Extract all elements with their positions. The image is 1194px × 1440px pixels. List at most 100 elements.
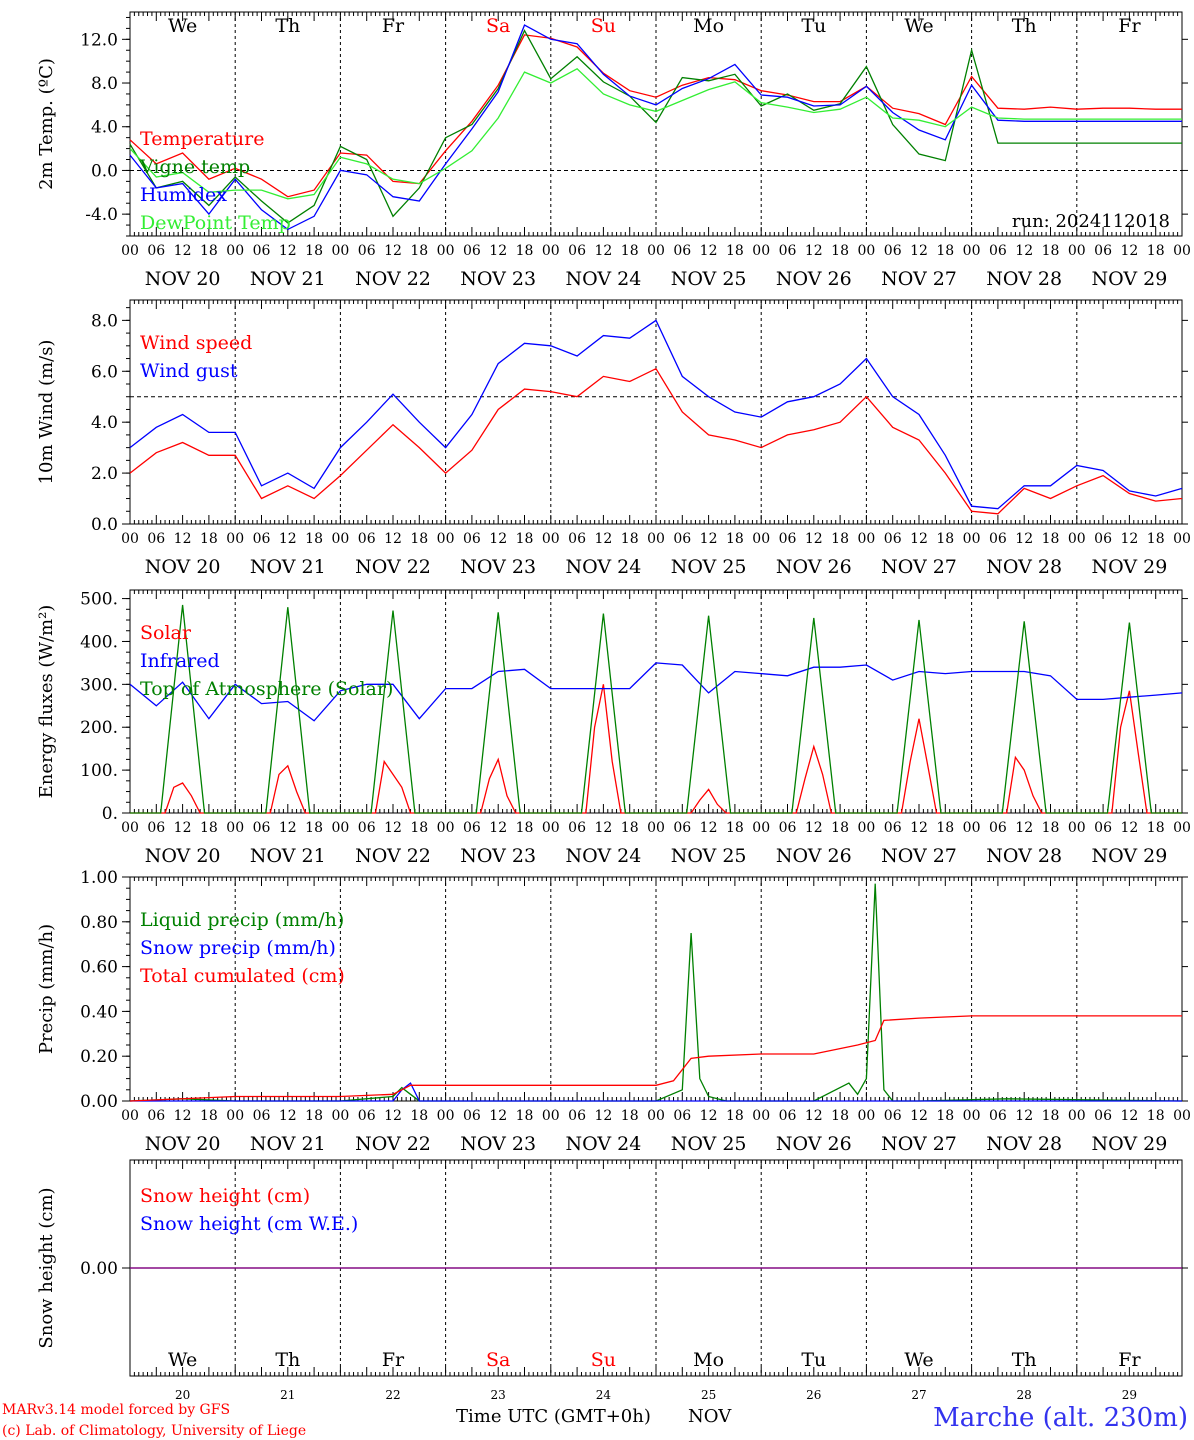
legend-entry: Vigne temp [139,156,250,178]
legend-entry: Liquid precip (mm/h) [140,909,344,931]
day-number: 29 [1122,1388,1137,1402]
y-tick-label: 100. [80,761,118,781]
date-label: NOV 24 [565,1133,641,1155]
legend-entry: DewPoint Temp [140,212,291,234]
hour-label: 06 [779,531,797,547]
hour-label: 00 [647,820,665,836]
date-label: NOV 28 [986,268,1062,290]
hour-label: 12 [1015,531,1033,547]
hour-label: 00 [752,243,770,259]
hour-label: 18 [1042,1108,1060,1124]
y-tick-label: 0.40 [80,1002,118,1022]
hour-label: 06 [989,820,1007,836]
panel-energy: 0. 100. 200. 300. 400. 500. Energy fluxes (W/m… [36,589,1191,867]
hour-label: 06 [1094,243,1112,259]
date-label: NOV 20 [145,845,221,867]
series-line-top-of-atmosphere-solar [130,604,1182,814]
hour-label: 18 [516,1108,534,1124]
hour-label: 12 [489,820,507,836]
hour-label: 12 [910,531,928,547]
hour-label: 06 [358,243,376,259]
day-number: 26 [806,1388,821,1402]
hour-label: 18 [936,820,954,836]
date-label: NOV 23 [460,268,536,290]
hour-label: 18 [516,531,534,547]
legend-entry: Wind gust [140,360,238,382]
hour-label: 00 [121,1108,139,1124]
hour-label: 12 [174,1108,192,1124]
weekday-label: Tu [801,15,826,37]
y-tick-label: 6.0 [91,362,118,382]
hour-label: 00 [647,243,665,259]
date-label: NOV 22 [355,845,431,867]
series-line-snow-precip-mm-h [130,1082,1182,1102]
credit-line: MARv3.14 model forced by GFS [2,1402,230,1418]
hour-label: 00 [963,531,981,547]
hour-label: 18 [831,820,849,836]
y-tick-label: 0.60 [80,958,118,978]
hour-label: 18 [831,531,849,547]
hour-label: 18 [621,531,639,547]
date-label: NOV 21 [250,845,326,867]
day-number: 22 [385,1388,400,1402]
day-number: 23 [491,1388,506,1402]
date-label: NOV 20 [145,268,221,290]
hour-label: 00 [752,820,770,836]
hour-label: 00 [1068,820,1086,836]
date-label: NOV 25 [671,268,747,290]
hour-label: 12 [700,531,718,547]
date-label: NOV 28 [986,1133,1062,1155]
date-label: NOV 21 [250,1133,326,1155]
hour-label: 00 [857,820,875,836]
hour-label: 00 [1173,820,1191,836]
hour-label: 18 [936,243,954,259]
date-label: NOV 29 [1091,556,1167,578]
hour-label: 06 [568,820,586,836]
hour-label: 18 [305,820,323,836]
hour-label: 00 [437,820,455,836]
date-label: NOV 28 [986,556,1062,578]
hour-label: 18 [410,1108,428,1124]
series-line-dewpoint-temp [129,68,1182,200]
credit-line: (c) Lab. of Climatology, University of L… [2,1423,306,1439]
hour-label: 06 [673,1108,691,1124]
date-label: NOV 26 [776,845,852,867]
hour-label: 06 [463,820,481,836]
y-tick-label: 0. [102,804,118,824]
series-line-total-cumulated-cm [129,1015,1182,1102]
hour-label: 18 [621,820,639,836]
y-tick-label: 500. [80,590,118,610]
legend-entry: Infrared [140,650,220,672]
legend-entry: Total cumulated (cm) [140,965,345,987]
y-tick-label: 0.20 [80,1047,118,1067]
hour-label: 06 [1094,1108,1112,1124]
hour-label: 12 [805,243,823,259]
hour-label: 00 [437,1108,455,1124]
series-line-infrared [129,662,1183,722]
date-label: NOV 29 [1091,845,1167,867]
date-label: NOV 27 [881,1133,957,1155]
weekday-label: Fr [1118,15,1141,37]
legend-entry: Humidex [140,184,227,206]
date-label: NOV 24 [565,268,641,290]
hour-label: 12 [1015,1108,1033,1124]
weekday-label: Fr [1118,1349,1141,1371]
hour-label: 18 [1147,531,1165,547]
plot-frame [129,299,1183,525]
hour-label: 12 [174,531,192,547]
hour-label: 06 [989,1108,1007,1124]
hour-label: 12 [594,531,612,547]
hour-label: 06 [884,1108,902,1124]
date-label: NOV 24 [565,845,641,867]
date-label: NOV 20 [145,556,221,578]
date-label: NOV 23 [460,556,536,578]
hour-label: 06 [779,1108,797,1124]
hour-label: 06 [463,243,481,259]
hour-label: 12 [489,531,507,547]
hour-label: 00 [226,243,244,259]
y-tick-label: 0.0 [91,515,118,535]
hour-label: 00 [542,1108,560,1124]
series-line-wind-gust [129,319,1183,510]
hour-label: 06 [147,820,165,836]
y-tick-label: 0.00 [80,1259,118,1279]
